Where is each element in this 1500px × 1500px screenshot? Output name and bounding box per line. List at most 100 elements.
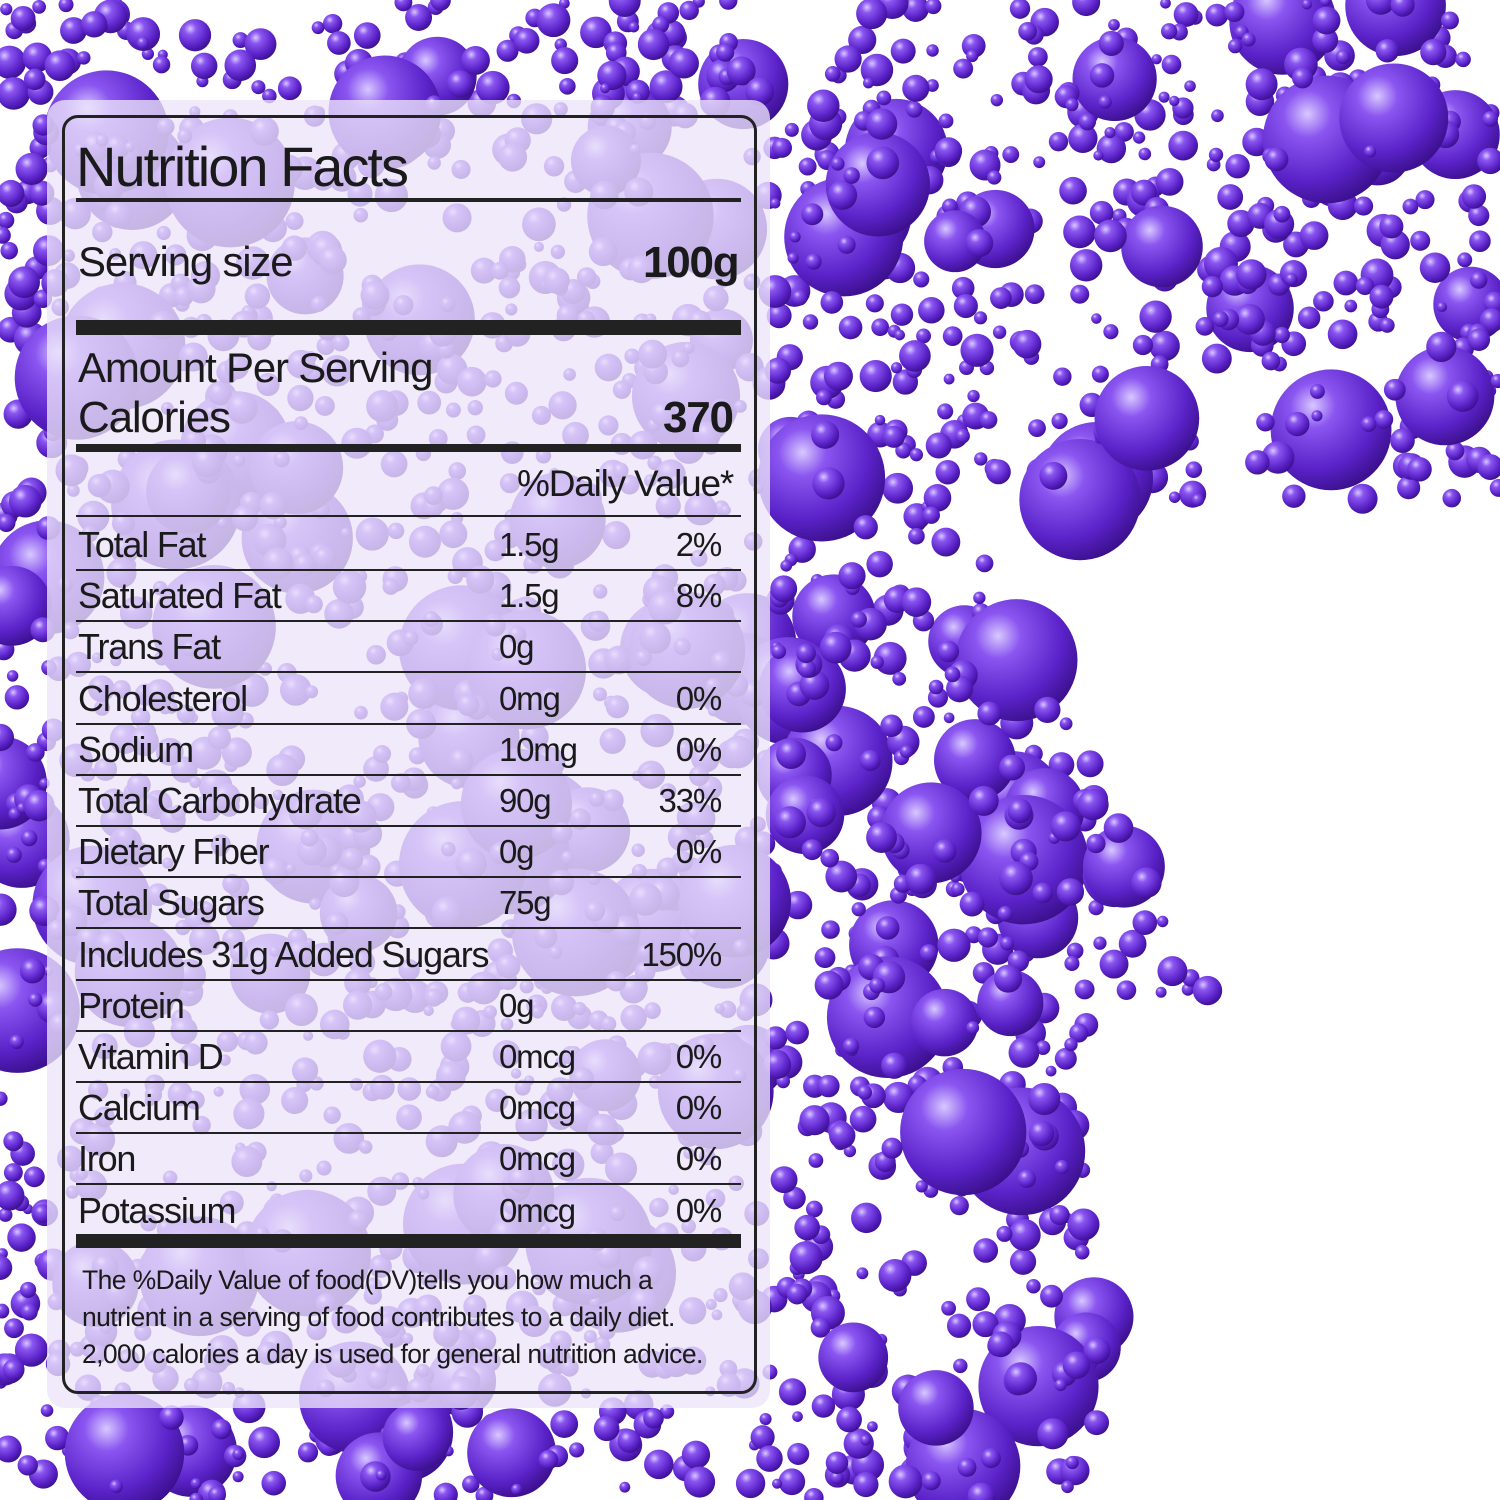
sprinkle [992,325,1007,339]
sprinkle [1059,176,1087,205]
nutrient-amount: 0mg [499,679,561,717]
sprinkle [637,28,670,61]
sprinkle [967,1482,996,1500]
sprinkle [1132,334,1154,356]
sprinkle [949,1196,969,1216]
sprinkle [1217,184,1244,210]
sprinkle [808,1153,824,1168]
sprinkle [825,860,858,893]
sprinkle [1028,1120,1055,1147]
sprinkle [4,685,30,710]
sprinkle [836,1406,862,1433]
nutrient-daily-value: 0% [675,1140,723,1178]
sprinkle [1000,936,1014,951]
sprinkle [959,891,985,917]
sprinkle [921,1471,941,1491]
sprinkle [1084,1410,1110,1436]
sprinkle [1008,1037,1040,1068]
sprinkle [1297,306,1321,330]
sprinkle [941,1300,957,1316]
sprinkle [1282,484,1306,508]
nutrient-name: Iron [78,1138,136,1180]
sprinkle [551,47,579,75]
sprinkle [0,723,15,752]
sprinkle [10,5,36,31]
calories-value: 370 [663,393,734,442]
nutrient-daily-value: 33% [658,782,723,819]
sprinkle [1291,67,1314,89]
sprinkle [1089,63,1115,88]
sprinkle [1074,1244,1090,1260]
sprinkle [859,360,892,393]
sprinkle [924,210,987,273]
nutrient-name: Sodium [78,728,194,770]
sprinkle [1149,330,1180,362]
sprinkle [829,1122,856,1149]
nutrient-amount: 1.5g [499,577,560,615]
amount-per-serving: Amount Per Serving [78,344,433,391]
sprinkle [1208,147,1224,163]
sprinkle [772,1478,783,1489]
sprinkle [1273,326,1290,344]
sprinkle [802,314,819,330]
sprinkle [580,16,612,49]
sprinkle [1261,351,1281,371]
sprinkle [1299,221,1329,250]
nutrient-name: Protein [78,984,185,1026]
nutrient-amount: 0mcg [499,1089,576,1127]
sprinkle [559,78,576,95]
sprinkle [789,231,801,243]
sprinkle [211,1419,232,1440]
sprinkle [1191,493,1205,507]
sprinkle [1067,1208,1100,1241]
sprinkle [1002,146,1020,164]
nutrition-panel [47,100,770,1408]
sprinkle [1103,324,1119,340]
sprinkle [1455,51,1471,68]
sprinkle [1099,949,1129,979]
sprinkle [818,1322,889,1393]
sprinkle [1192,975,1223,1006]
sprinkle [913,271,930,288]
sprinkle [1056,878,1085,906]
sprinkle [923,484,952,512]
sprinkle [23,68,46,91]
sprinkle [820,291,844,314]
sprinkle [882,472,914,504]
sprinkle [987,1331,1014,1358]
sprinkle [772,137,792,158]
sprinkle [1069,1023,1089,1043]
sprinkle [974,452,988,466]
sprinkle [550,1410,579,1438]
sprinkle [1066,942,1084,960]
sprinkle [943,712,955,724]
sprinkle [0,1207,13,1222]
sprinkle [1089,200,1114,225]
sprinkle [848,25,877,55]
sprinkle [953,58,974,79]
sprinkle [880,782,982,884]
sprinkle [297,1442,319,1463]
footnote-line: The %Daily Value of food(DV)tells you ho… [82,1265,653,1295]
sprinkle [1442,488,1462,508]
sprinkle [890,362,903,374]
sprinkle [1270,369,1392,491]
sprinkle [32,0,46,14]
nutrient-amount: 0g [499,833,535,871]
sprinkle [756,1445,783,1472]
sprinkle [1375,39,1399,63]
sprinkle [987,170,1002,185]
sprinkle [1360,416,1377,432]
nutrient-row: Cholesterol 0mg 0% [76,672,741,725]
sprinkle [946,1313,972,1338]
sprinkle [1261,441,1295,474]
sprinkle [0,1435,22,1463]
sprinkle [1103,813,1134,843]
sprinkle [9,1034,24,1049]
sprinkle [1195,317,1215,336]
sprinkle [968,785,999,816]
sprinkle [1078,113,1097,131]
nutrient-row: Potassium 0mcg 0% [76,1184,741,1237]
sprinkle [955,428,970,444]
sprinkle [322,13,343,34]
